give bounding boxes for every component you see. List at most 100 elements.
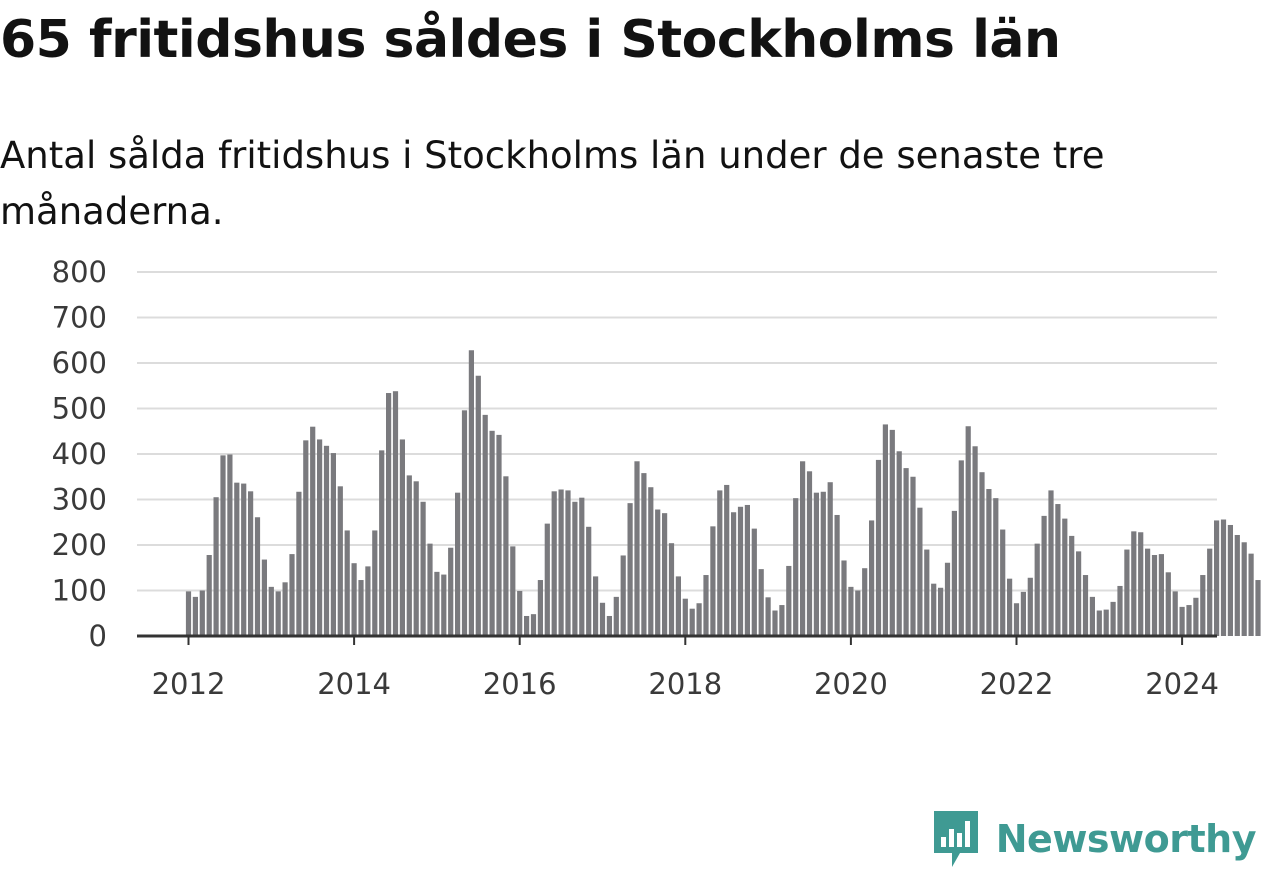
bar — [192, 596, 198, 636]
bar — [1234, 534, 1240, 636]
bar — [972, 446, 978, 636]
x-tick-label: 2012 — [152, 667, 226, 701]
bar — [1255, 580, 1261, 636]
bar — [737, 506, 744, 636]
bar — [1000, 529, 1006, 636]
bar — [848, 586, 854, 636]
bar — [1145, 548, 1151, 636]
chart-title: 65 fritidshus såldes i Stockholms län — [0, 10, 1061, 70]
y-tick-label: 300 — [52, 483, 107, 517]
bar — [917, 507, 923, 636]
bar — [344, 530, 350, 636]
bar — [1069, 535, 1075, 636]
bar — [1131, 531, 1137, 636]
bar — [593, 576, 599, 636]
bar — [296, 491, 302, 636]
bar — [1124, 549, 1130, 636]
bar — [482, 414, 488, 636]
bar — [468, 350, 474, 636]
newsworthy-logo-icon — [933, 811, 978, 867]
bar — [882, 424, 888, 636]
bar — [675, 576, 681, 636]
bar — [696, 603, 702, 636]
bar — [372, 530, 378, 636]
bar — [413, 481, 419, 636]
bar — [420, 501, 426, 636]
bar — [889, 429, 895, 636]
y-tick-label: 600 — [52, 346, 107, 380]
bar — [558, 489, 564, 636]
bar — [261, 559, 267, 636]
bar — [1151, 555, 1158, 636]
bar — [606, 615, 612, 636]
bar — [282, 582, 288, 636]
bar — [724, 484, 730, 636]
bar — [455, 492, 461, 636]
bar — [1117, 585, 1123, 636]
bar — [510, 546, 516, 636]
x-tick-label: 2014 — [317, 667, 391, 701]
bar — [717, 490, 723, 636]
bar — [1082, 575, 1089, 636]
bar — [268, 586, 274, 636]
bar — [213, 497, 219, 636]
axis-labels: 0 100 200 300 400 500 600 700 800 2012 2014 2016 201… — [52, 255, 1219, 701]
bar — [185, 591, 192, 636]
bar — [1207, 548, 1213, 636]
bar — [938, 587, 944, 636]
bar — [1227, 524, 1233, 636]
bar — [427, 543, 433, 636]
bar — [800, 461, 806, 636]
y-tick-label: 500 — [52, 392, 107, 426]
bar — [1062, 518, 1068, 636]
bar — [323, 445, 330, 636]
bar — [475, 375, 481, 636]
bar — [1041, 515, 1047, 636]
bar — [317, 439, 323, 636]
bar — [337, 486, 343, 636]
bar — [461, 410, 468, 636]
y-tick-label: 100 — [52, 574, 107, 608]
bar — [682, 598, 688, 636]
bar — [944, 562, 951, 636]
bar — [399, 439, 405, 636]
bar — [786, 565, 792, 636]
bar — [1172, 591, 1178, 636]
bar — [965, 426, 971, 636]
bar — [951, 510, 957, 637]
bar — [703, 575, 709, 636]
bar — [772, 610, 778, 636]
bar — [241, 483, 247, 636]
bar — [834, 514, 840, 636]
bar — [254, 517, 261, 636]
bar — [1089, 596, 1095, 636]
bar — [289, 554, 295, 636]
bar — [1241, 542, 1247, 636]
bar — [544, 523, 550, 636]
bar — [634, 461, 640, 636]
bar — [1110, 601, 1116, 637]
brand: Newsworthy — [930, 809, 1257, 869]
bar — [365, 566, 371, 636]
x-tick-label: 2022 — [980, 667, 1054, 701]
bar — [1186, 605, 1192, 636]
bar — [1158, 554, 1164, 636]
bar — [206, 555, 212, 636]
x-tick-label: 2016 — [483, 667, 557, 701]
bar — [841, 560, 847, 636]
bar — [310, 426, 316, 636]
bar — [744, 504, 750, 636]
bar — [489, 430, 495, 636]
bar — [572, 501, 578, 636]
bar — [1200, 575, 1206, 636]
bar — [827, 482, 833, 636]
bar — [958, 460, 964, 636]
bar — [758, 569, 764, 636]
bar — [220, 455, 226, 636]
bar — [662, 513, 668, 636]
bar — [813, 492, 819, 636]
bar — [641, 473, 647, 636]
x-tick-label: 2024 — [1145, 667, 1219, 701]
bar — [627, 503, 633, 636]
brand-name: Newsworthy — [995, 817, 1257, 861]
